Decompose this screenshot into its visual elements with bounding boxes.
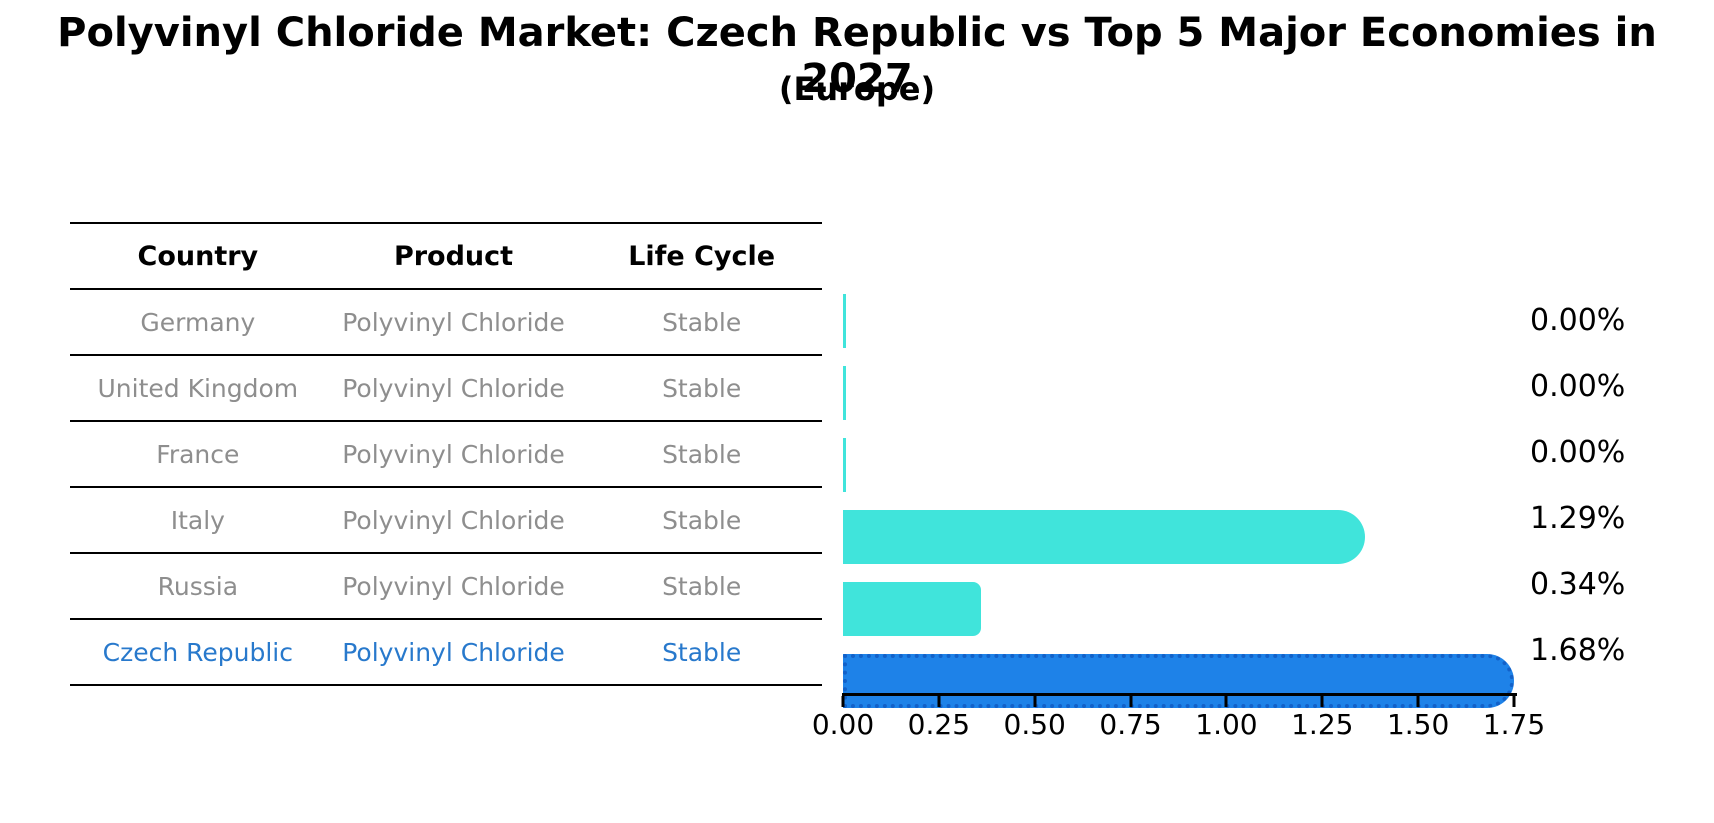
product-cell: Polyvinyl Chloride xyxy=(342,637,565,667)
col-header-country: Country xyxy=(137,240,259,272)
x-axis-tick-label: 0.50 xyxy=(1003,708,1066,741)
x-axis-tick xyxy=(1320,696,1324,707)
x-axis-tick-label: 1.50 xyxy=(1386,708,1450,741)
product-cell: Polyvinyl Chloride xyxy=(342,307,565,337)
x-axis-tick xyxy=(1512,696,1516,707)
x-axis-tick-label: 0.00 xyxy=(811,708,875,741)
country-cell: Italy xyxy=(170,505,225,535)
country-cell: France xyxy=(156,439,240,469)
product-cell: Polyvinyl Chloride xyxy=(342,439,565,469)
lifecycle-cell: Stable xyxy=(662,307,742,337)
x-axis-tick xyxy=(1224,696,1228,707)
bar-chart xyxy=(843,288,1543,720)
bar-row xyxy=(843,438,1543,504)
value-label: 0.00% xyxy=(1530,435,1626,470)
product-cell: Polyvinyl Chloride xyxy=(342,373,565,403)
bar-czech-republic xyxy=(843,654,1515,708)
chart-subtitle: (Europe) xyxy=(778,70,936,108)
table-row: Russia Polyvinyl Chloride Stable xyxy=(70,554,822,620)
summary-table: Country Product Life Cycle Germany Polyv… xyxy=(70,222,822,686)
x-axis-tick xyxy=(1129,696,1133,707)
country-cell: Germany xyxy=(140,307,256,337)
table-row: Germany Polyvinyl Chloride Stable xyxy=(70,290,822,356)
bar-row xyxy=(843,510,1543,576)
value-label: 0.34% xyxy=(1530,567,1626,602)
x-axis-tick xyxy=(1416,696,1420,707)
lifecycle-cell: Stable xyxy=(662,373,742,403)
chart-title: Polyvinyl Chloride Market: Czech Republi… xyxy=(57,10,1657,102)
lifecycle-cell: Stable xyxy=(662,637,742,667)
x-axis-tick-label: 0.75 xyxy=(1099,708,1162,741)
table-row: France Polyvinyl Chloride Stable xyxy=(70,422,822,488)
table-row: United Kingdom Polyvinyl Chloride Stable xyxy=(70,356,822,422)
bar-germany xyxy=(843,294,846,348)
value-label: 0.00% xyxy=(1530,303,1626,338)
value-label: 1.68% xyxy=(1530,633,1626,668)
bar-row xyxy=(843,366,1543,432)
x-axis-tick-label: 1.75 xyxy=(1482,708,1546,741)
table-row: Czech Republic Polyvinyl Chloride Stable xyxy=(70,620,822,686)
bar-row xyxy=(843,582,1543,648)
table-header-row: Country Product Life Cycle xyxy=(70,224,822,290)
value-label: 1.29% xyxy=(1530,501,1626,536)
product-cell: Polyvinyl Chloride xyxy=(342,571,565,601)
x-axis-tick-label: 0.25 xyxy=(907,708,971,741)
x-axis-tick-label: 1.00 xyxy=(1195,708,1258,741)
value-labels: 0.00% 0.00% 0.00% 1.29% 0.34% 1.68% xyxy=(1530,288,1625,684)
lifecycle-cell: Stable xyxy=(662,571,742,601)
bar-france xyxy=(843,438,846,492)
bar-russia xyxy=(843,582,982,636)
lifecycle-cell: Stable xyxy=(662,505,742,535)
table-row: Italy Polyvinyl Chloride Stable xyxy=(70,488,822,554)
country-cell: Czech Republic xyxy=(102,637,294,667)
x-axis-tick xyxy=(1033,696,1037,707)
bar-united-kingdom xyxy=(843,366,846,420)
x-axis-tick-label: 1.25 xyxy=(1291,708,1354,741)
bar-row xyxy=(843,654,1543,720)
x-axis-tick xyxy=(841,696,845,707)
x-axis-line xyxy=(842,693,1517,696)
bar-italy xyxy=(843,510,1365,564)
country-cell: United Kingdom xyxy=(97,373,299,403)
col-header-product: Product xyxy=(393,240,514,272)
lifecycle-cell: Stable xyxy=(662,439,742,469)
value-label: 0.00% xyxy=(1530,369,1626,404)
product-cell: Polyvinyl Chloride xyxy=(342,505,565,535)
x-axis-tick xyxy=(937,696,941,707)
bar-row xyxy=(843,294,1543,360)
col-header-lifecycle: Life Cycle xyxy=(628,240,776,272)
country-cell: Russia xyxy=(157,571,239,601)
